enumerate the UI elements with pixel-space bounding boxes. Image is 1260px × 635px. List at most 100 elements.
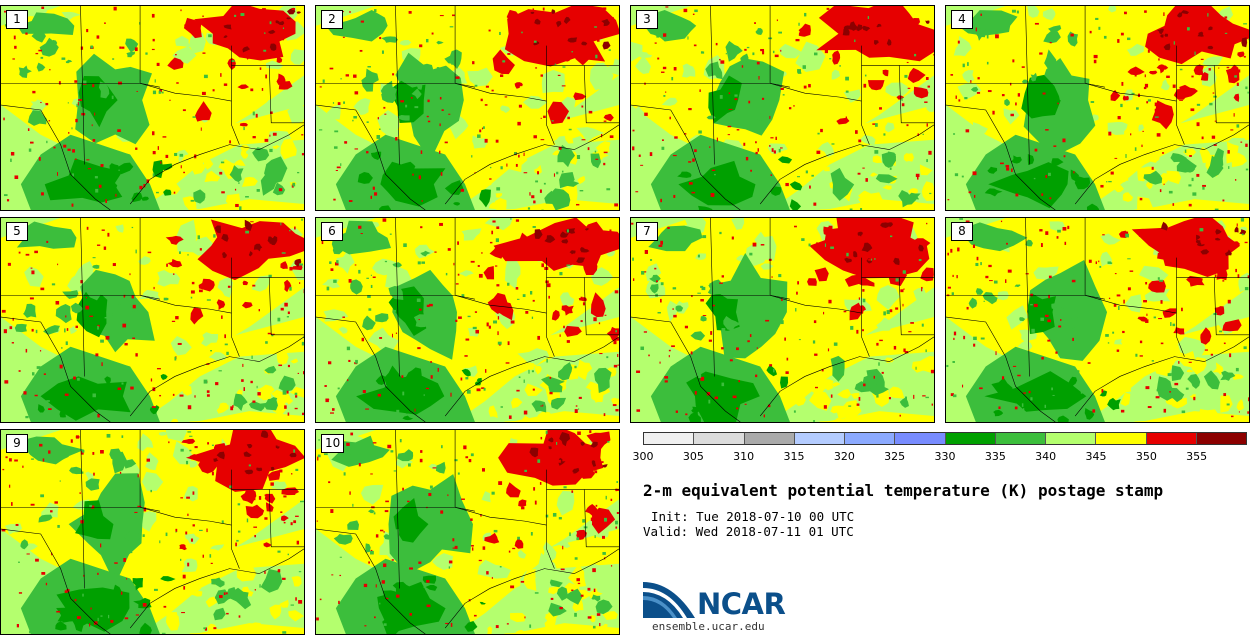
green-speck [576,155,581,159]
green-speck [784,420,788,422]
green-speck [867,16,870,19]
green-patch [123,459,137,469]
red-speck [492,220,496,223]
red-speck [957,40,960,44]
green-speck [438,318,442,321]
red-speck [126,578,128,580]
dark-green-patch [1070,169,1080,182]
red-speck [814,386,818,389]
green-offshore [1184,165,1196,173]
red-speck [142,603,147,607]
red-speck [46,240,49,243]
red-speck [319,86,322,88]
green-speck [149,623,151,627]
red-speck [342,316,346,318]
red-speck [1129,270,1134,272]
yellow-patch [515,629,524,634]
red-speck [917,133,919,136]
red-speck [457,241,459,245]
green-patch [411,88,422,100]
light-green-patch [1110,122,1128,134]
green-speck [846,252,849,257]
red-speck [7,262,11,266]
green-speck [51,283,56,286]
red-speck [661,139,664,141]
red-speck [227,285,231,288]
dark-red-patch [1197,242,1206,247]
green-speck [595,54,598,59]
colorbar-segment [1096,433,1147,444]
green-speck [333,279,337,283]
red-speck [455,319,458,322]
red-speck [289,266,293,271]
yellow-patch [908,188,919,195]
red-speck [452,538,455,542]
red-speck [495,265,498,267]
red-speck [741,65,744,68]
green-speck [946,364,949,368]
green-speck [298,571,302,573]
red-speck [953,337,955,341]
red-speck [1093,54,1098,59]
yellow-patch [835,418,845,422]
red-speck [45,102,49,106]
red-speck [956,275,958,279]
green-speck [97,617,99,622]
colorbar-tick-label: 345 [1085,450,1107,463]
red-speck [73,376,76,380]
red-speck [795,38,800,42]
red-speck [184,24,188,27]
yellow-patch [166,614,180,631]
green-patch [62,290,79,300]
dark-red-patch [242,46,251,53]
dark-green-patch [1068,376,1078,387]
red-speck [221,315,223,319]
dark-green-patch [139,622,152,634]
red-speck [453,262,455,266]
green-speck [381,50,384,54]
red-speck [660,298,662,303]
red-speck [330,509,334,513]
red-speck [242,363,244,367]
yellow-patch [276,349,289,365]
red-patch [906,41,923,53]
red-speck [576,578,580,582]
yellow-patch [236,564,257,582]
red-speck [270,111,273,114]
light-green-patch [817,141,835,158]
red-speck [566,340,570,343]
green-speck [534,592,539,594]
red-speck [463,445,467,450]
colorbar-tick-label: 300 [632,450,654,463]
red-speck [875,6,879,9]
red-speck [48,120,51,122]
red-speck [976,256,979,261]
green-speck [1108,180,1112,183]
red-speck [549,376,552,379]
light-green-patch [353,98,371,116]
green-speck [500,406,503,408]
red-speck [379,36,382,40]
green-patch [65,59,73,64]
red-speck [855,130,858,134]
red-speck [599,352,603,355]
red-speck [418,308,422,311]
green-speck [574,557,578,560]
red-speck [533,487,536,491]
red-speck [700,299,704,302]
green-speck [973,336,977,341]
green-offshore [1187,373,1201,389]
yellow-patch [879,411,889,421]
green-speck [1168,190,1173,194]
red-speck [478,273,483,278]
light-green-patch [145,452,159,471]
light-green-patch [481,491,491,503]
red-speck [714,396,719,400]
dark-green-patch [392,581,412,594]
red-speck [947,252,949,256]
red-speck [1139,197,1143,201]
light-green-patch [376,110,400,137]
red-patch [1206,236,1215,241]
yellow-patch [601,623,608,632]
red-speck [1231,415,1234,418]
